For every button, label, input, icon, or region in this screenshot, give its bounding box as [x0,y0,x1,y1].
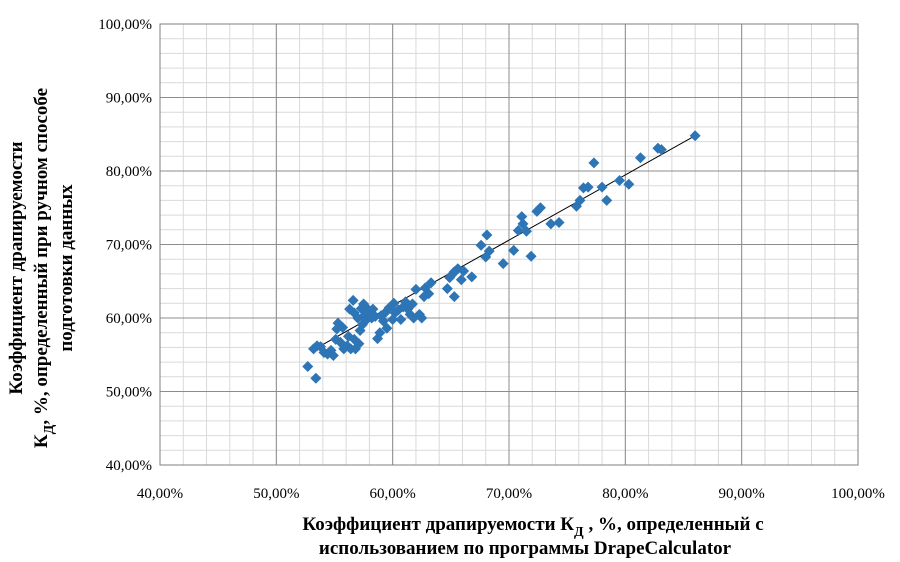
x-tick-label: 60,00% [370,486,416,502]
data-point [689,130,701,142]
data-point [458,265,470,277]
y-tick-labels: 40,00% 50,00% 60,00% 70,00% 80,00% 90,00% 100,… [98,17,152,474]
data-point [475,239,487,251]
data-point [416,312,428,324]
data-point [310,372,322,384]
data-point [455,274,467,286]
data-point [508,244,520,256]
data-point [623,178,635,190]
y-tick-label: 100,00% [98,17,152,33]
data-point [483,245,495,257]
x-tick-label: 80,00% [602,486,648,502]
data-point [655,144,667,156]
y-tick-label: 70,00% [106,238,152,254]
data-point [516,211,528,223]
data-point [374,327,386,339]
x-axis-title-line-1: Коэффициент драпируемости КД , %, опреде… [302,514,763,540]
x-tick-label: 100,00% [831,486,885,502]
y-tick-label: 50,00% [106,385,152,401]
data-point [406,298,418,310]
y-tick-label: 80,00% [106,164,152,180]
data-point [327,349,339,361]
data-point [534,202,546,214]
data-point [423,288,435,300]
y-tick-label: 60,00% [106,311,152,327]
data-points [302,130,701,384]
y-tick-label: 90,00% [106,91,152,107]
x-tick-label: 40,00% [137,486,183,502]
data-point [497,258,509,270]
x-tick-label: 50,00% [253,486,299,502]
y-tick-label: 40,00% [106,458,152,474]
data-point [520,225,532,237]
data-point [545,218,557,230]
x-axis-title-line-2: использованием по программы DrapeCalcula… [319,538,732,559]
data-point [512,225,524,237]
x-tick-label: 90,00% [719,486,765,502]
data-point [441,283,453,295]
data-point [481,229,493,241]
data-point [337,322,349,334]
data-point [588,157,600,169]
data-point [601,194,613,206]
plot-area-border [159,23,859,466]
data-point [410,283,422,295]
data-point [381,322,393,334]
data-point [614,175,626,187]
data-point [395,313,407,325]
data-point [302,361,314,373]
data-point [596,181,608,193]
data-point [425,277,437,289]
y-axis-title-line-1: Коэффициент драпируемости [6,141,27,394]
data-point [582,181,594,193]
y-axis-title-line-3: подготовки данных [56,184,77,352]
data-point [634,152,646,164]
y-axis-title-line-2: КД, %, определенный при ручном способе [31,88,57,448]
data-point [525,250,537,262]
data-point [574,194,586,206]
x-tick-label: 70,00% [486,486,532,502]
data-point [448,291,460,303]
major-gridlines [159,23,859,466]
data-point [553,216,565,228]
data-point [347,294,359,306]
x-tick-labels: 40,00% 50,00% 60,00% 70,00% 80,00% 90,00% 100,… [137,486,885,502]
data-point [353,338,365,350]
data-point [466,271,478,283]
data-point [388,297,400,309]
